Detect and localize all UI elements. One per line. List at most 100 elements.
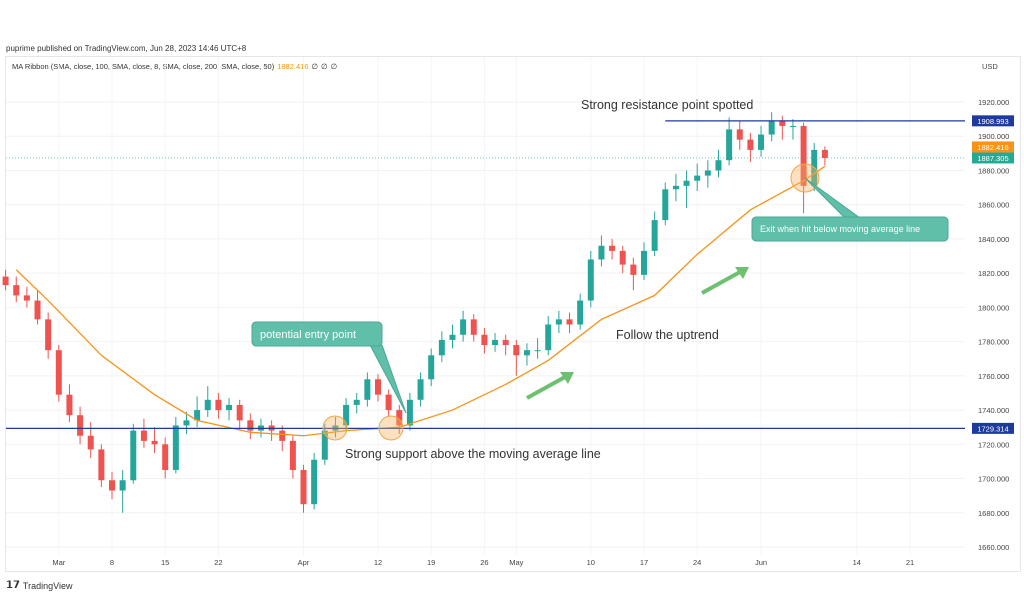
ma-value-badge-label: 1882.416 [977, 143, 1008, 152]
candle-body [630, 264, 637, 275]
candle-body [736, 129, 743, 140]
date-tick-label: 10 [587, 558, 595, 567]
chart-frame[interactable] [5, 56, 1021, 572]
candle-body [609, 245, 616, 251]
date-tick-label: May [509, 558, 523, 567]
candle-body [417, 379, 424, 400]
candle-body [683, 180, 690, 186]
exit-callout: Exit when hit below moving average line [751, 177, 949, 242]
date-tick-label: Mar [52, 558, 65, 567]
price-tick-label: 1780.000 [978, 338, 1009, 347]
price-tick-label: 1900.000 [978, 132, 1009, 141]
candle-body [672, 185, 679, 190]
candle-body [587, 259, 594, 301]
support-touch-marker [378, 415, 404, 441]
tradingview-brand[interactable]: 𝟭𝟳 TradingView [6, 580, 72, 591]
indicator-name: MA Ribbon (SMA, close, 100, SMA, close, … [12, 62, 275, 71]
candle-body [289, 440, 296, 470]
candle-body [34, 300, 41, 320]
candle-body [545, 324, 552, 351]
price-tick-label: 1680.000 [978, 509, 1009, 518]
candle-body [768, 120, 775, 135]
candle-body [747, 139, 754, 150]
candle-body [534, 350, 541, 352]
candle-body [758, 134, 765, 150]
date-tick-label: 14 [853, 558, 861, 567]
candle-body [2, 276, 9, 286]
date-tick-label: 26 [480, 558, 488, 567]
candle-body [715, 160, 722, 171]
candle-body [598, 245, 605, 260]
support-annotation: Strong support above the moving average … [345, 447, 601, 461]
date-tick-label: 15 [161, 558, 169, 567]
candle-body [555, 319, 562, 325]
date-tick-label: Apr [298, 558, 310, 567]
publisher-line: puprime published on TradingView.com, Ju… [6, 44, 247, 53]
candle-body [460, 319, 467, 335]
date-tick-label: 17 [640, 558, 648, 567]
candle-body [651, 220, 658, 251]
candle-body [577, 300, 584, 325]
brand-name: TradingView [22, 580, 73, 591]
candle-body [523, 350, 530, 356]
price-tick-label: 1860.000 [978, 201, 1009, 210]
candle-body [236, 404, 243, 421]
candle-body [353, 399, 360, 405]
candle-body [694, 175, 701, 181]
tradingview-logo-icon: 𝟭𝟳 [6, 580, 20, 591]
candle-body [140, 430, 147, 441]
resistance-annotation: Strong resistance point spotted [581, 98, 753, 112]
candle-body [470, 319, 477, 335]
candle-body [130, 430, 137, 481]
price-tick-label: 1740.000 [978, 406, 1009, 415]
candle-body [226, 404, 233, 411]
candle-body [513, 345, 520, 356]
price-tick-label: 1800.000 [978, 303, 1009, 312]
candle-body [502, 339, 509, 346]
candle-body [151, 440, 158, 445]
candle-body [109, 480, 115, 491]
candle-body [481, 334, 488, 346]
date-tick-label: 19 [427, 558, 435, 567]
price-tick-label: 1920.000 [978, 98, 1009, 107]
price-tick-label: 1720.000 [978, 440, 1009, 449]
uptrend-annotation: Follow the uptrend [616, 328, 719, 342]
candle-body [77, 415, 84, 436]
level-price-label: 1908.993 [977, 117, 1008, 126]
candle-body [449, 334, 456, 340]
candle-body [172, 425, 179, 470]
price-tick-label: 1840.000 [978, 235, 1009, 244]
candle-body [204, 399, 211, 411]
price-tick-label: 1880.000 [978, 166, 1009, 175]
support-touch-marker [322, 415, 348, 441]
candle-body [98, 449, 105, 481]
candle-body [247, 420, 254, 431]
date-tick-label: 22 [214, 558, 222, 567]
candle-body [311, 459, 318, 505]
candle-body [396, 410, 403, 426]
candle-body [55, 350, 62, 395]
indicator-legend[interactable]: MA Ribbon (SMA, close, 100, SMA, close, … [12, 62, 337, 71]
candle-body [566, 319, 573, 325]
price-tick-label: 1700.000 [978, 475, 1009, 484]
candle-body [321, 430, 328, 460]
date-tick-label: Jun [755, 558, 767, 567]
uptrend-arrow [526, 372, 574, 400]
level-price-badge [972, 115, 1014, 127]
candle-body [183, 420, 190, 426]
candle-body [13, 285, 20, 296]
price-tick-label: 1820.000 [978, 269, 1009, 278]
indicator-extra: ∅ [321, 62, 328, 71]
last-price-badge-label: 1887.305 [977, 154, 1008, 163]
ma-value-badge [972, 141, 1014, 153]
candle-body [492, 339, 499, 346]
exit-callout-text: Exit when hit below moving average line [760, 224, 920, 234]
candle-body [385, 394, 392, 411]
level-price-badge [972, 422, 1014, 434]
candle-body [821, 149, 828, 158]
candle-body [375, 379, 381, 395]
candle-body [279, 430, 286, 441]
price-tick-label: 1760.000 [978, 372, 1009, 381]
date-tick-label: 24 [693, 558, 701, 567]
